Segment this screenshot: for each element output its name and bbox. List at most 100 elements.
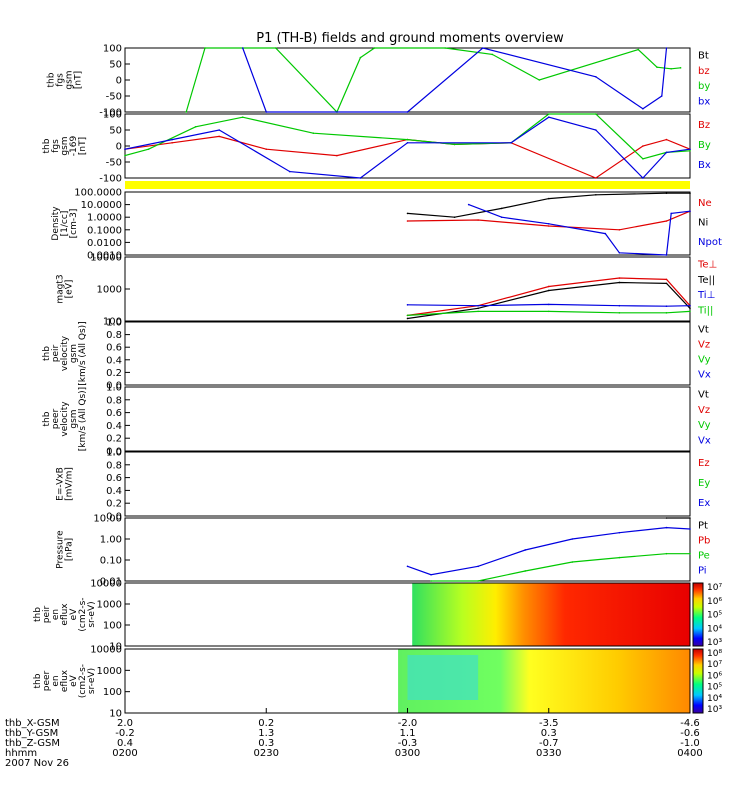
data-point (171, 138, 173, 141)
data-point (665, 192, 668, 195)
data-point (477, 307, 479, 310)
legend-entry: bz (698, 66, 710, 77)
x-row-label: thb_Z-GSM (5, 738, 60, 749)
series-line-Pi (407, 526, 691, 576)
data-point (660, 95, 663, 97)
y-tick-label: 10000 (90, 579, 122, 590)
data-point (241, 47, 244, 49)
data-point (477, 219, 479, 221)
series-line-by (185, 47, 681, 114)
colorbar-label: 10⁷ (707, 660, 722, 670)
colorbar-label: 10³ (707, 638, 722, 648)
legend-entry: Ne (698, 198, 712, 209)
legend-entry: Pe (698, 551, 710, 562)
x-tick-label: 0.3 (541, 728, 557, 739)
x-tick-label: 0400 (677, 748, 702, 759)
y-tick-label: 100 (103, 621, 122, 632)
data-point (656, 66, 658, 68)
data-point (406, 565, 409, 568)
y-tick-label: 0.2 (106, 499, 122, 510)
data-point (430, 580, 432, 582)
y-axis-label: velocity (60, 401, 70, 437)
legend-entry: Te|| (697, 275, 715, 286)
data-point (618, 312, 621, 314)
data-point (670, 212, 672, 215)
x-tick-label: 0200 (112, 748, 137, 759)
y-tick-label: 10.00 (93, 514, 122, 525)
y-tick-label: -100 (99, 108, 122, 119)
data-point (482, 47, 484, 49)
y-tick-label: 0 (116, 76, 122, 87)
y-axis-label: velocity (60, 335, 70, 371)
x-tick-label: 2.0 (117, 718, 133, 729)
legend-entry: Vz (698, 405, 710, 416)
data-point (467, 203, 470, 206)
data-point (218, 135, 220, 138)
series-group-density (406, 192, 691, 256)
data-point (274, 47, 277, 49)
y-axis-label: (cm2-s- (78, 597, 88, 631)
data-point (665, 220, 668, 222)
legend-entry: Pt (698, 521, 708, 532)
x-tick-label: 0.4 (117, 738, 133, 749)
y-tick-label: 1.0000 (87, 213, 122, 224)
data-point (618, 277, 621, 279)
data-point (547, 285, 550, 288)
legend-entry: Vy (698, 420, 711, 431)
data-point (689, 528, 691, 530)
data-point (618, 556, 621, 559)
legend-entry: Vy (698, 355, 711, 366)
series-line-Ni (407, 192, 690, 218)
data-point (406, 212, 409, 215)
series-group-pressure (406, 517, 691, 582)
legend-entry: Vz (698, 340, 710, 351)
data-point (618, 229, 621, 231)
data-point (491, 53, 494, 56)
data-point (265, 111, 268, 113)
data-point (595, 129, 597, 131)
data-point (547, 225, 550, 227)
legend-entry: Ti⊥ (697, 290, 715, 301)
data-point (665, 47, 668, 49)
colorbar-label: 10⁵ (707, 683, 722, 693)
colorbar-label: 10⁴ (707, 694, 722, 704)
data-point (689, 150, 691, 152)
data-point (689, 307, 691, 310)
data-point (185, 111, 188, 113)
y-axis-label: peer (51, 408, 61, 429)
data-point (500, 216, 503, 218)
x-tick-label: -1.0 (680, 738, 700, 749)
colorbar-label: 10⁶ (707, 671, 722, 681)
data-point (547, 113, 550, 115)
y-axis-label: thb (42, 138, 52, 153)
data-point (524, 549, 527, 551)
colorbar-electron (692, 648, 704, 714)
legend-entry: Te⊥ (697, 260, 717, 271)
y-axis-label: [1/cc] (60, 211, 70, 237)
y-axis-label: gsm (69, 409, 79, 428)
data-point (406, 314, 409, 317)
y-tick-label: 0.0 (106, 381, 122, 392)
y-axis-label: sr-eV) (87, 601, 97, 627)
y-tick-label: 100 (103, 317, 122, 328)
data-point (406, 317, 409, 320)
y-axis-label: Pressure (56, 530, 66, 569)
panel-frame (124, 451, 691, 517)
data-point (444, 47, 446, 49)
y-tick-label: 0.8 (106, 460, 122, 471)
legend-entry: Vx (698, 370, 711, 381)
y-tick-label: 1.0 (106, 448, 122, 459)
y-axis-label: eV (69, 608, 79, 621)
y-axis-label: magt3 (56, 274, 66, 303)
y-tick-label: 0.0 (106, 447, 122, 458)
x-tick-label: -4.6 (680, 718, 700, 729)
data-point (689, 552, 691, 555)
series-group-temp (406, 277, 691, 320)
spectrogram-electron-core (407, 655, 479, 700)
data-point (665, 552, 668, 555)
data-point (312, 132, 315, 134)
data-point (618, 251, 621, 254)
y-axis-label: sr-eV) (87, 668, 97, 694)
panel-frame (124, 256, 691, 322)
colorbar-label: 10⁴ (707, 624, 722, 634)
